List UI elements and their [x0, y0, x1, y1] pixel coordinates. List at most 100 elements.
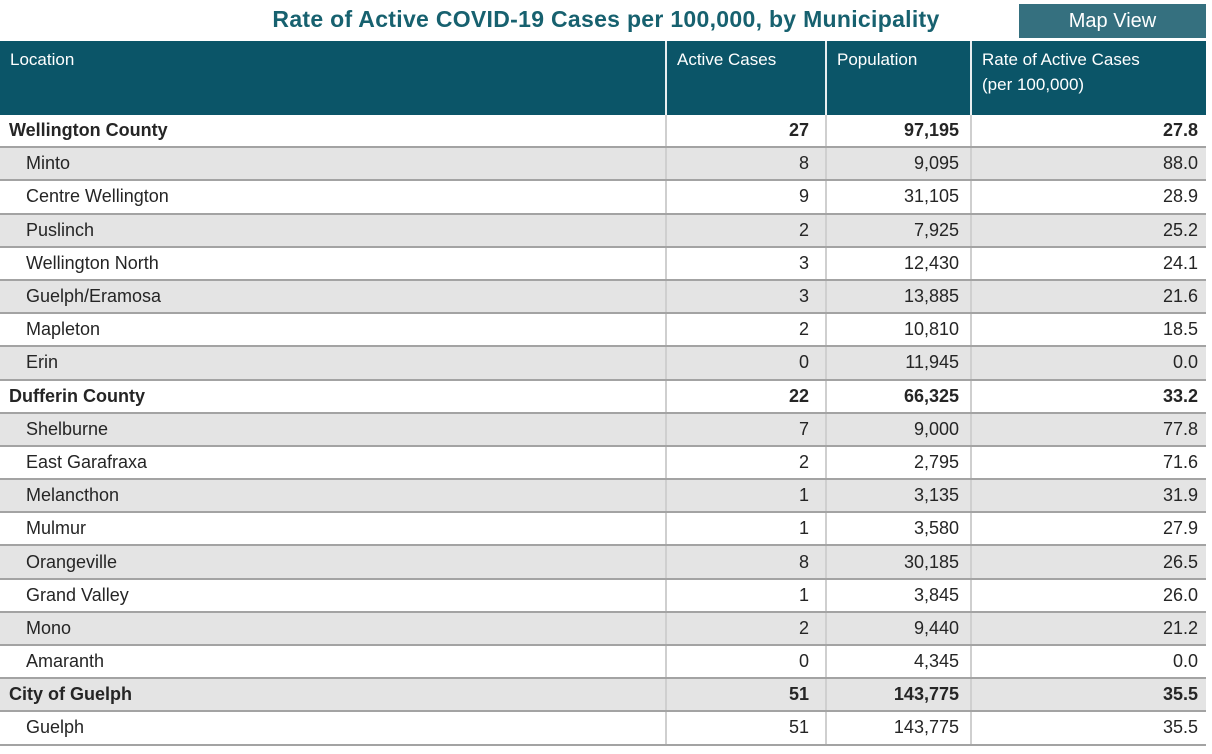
population-cell: 9,000: [825, 413, 970, 445]
population-cell: 3,845: [825, 579, 970, 611]
table-header-row: Location Active Cases Population Rate of…: [0, 41, 1206, 115]
rate-cell: 0.0: [970, 347, 1206, 379]
population-cell: 12,430: [825, 247, 970, 279]
rate-cell: 18.5: [970, 314, 1206, 346]
map-view-button[interactable]: Map View: [1019, 4, 1206, 38]
rate-cell: 26.5: [970, 546, 1206, 578]
location-cell: Mulmur: [26, 518, 87, 539]
rate-cell: 35.5: [970, 712, 1206, 744]
population-cell: 2,795: [825, 446, 970, 479]
table-row[interactable]: Mono 2 9,440 21.2: [0, 612, 1206, 646]
active-cases-cell: 0: [665, 347, 825, 379]
population-cell: 97,195: [825, 115, 970, 147]
table-row[interactable]: Dufferin County 22 66,325 33.2: [0, 380, 1206, 414]
active-cases-cell: 7: [665, 413, 825, 445]
population-cell: 143,775: [825, 679, 970, 711]
active-cases-cell: 1: [665, 480, 825, 512]
population-cell: 13,885: [825, 280, 970, 313]
table-row[interactable]: Centre Wellington 9 31,105 28.9: [0, 181, 1206, 215]
table-row[interactable]: City of Guelph 51 143,775 35.5: [0, 679, 1206, 713]
title-bar: Rate of Active COVID-19 Cases per 100,00…: [0, 0, 1212, 41]
location-cell: Mapleton: [26, 319, 101, 340]
rate-cell: 35.5: [970, 679, 1206, 711]
location-cell: Minto: [26, 153, 71, 174]
rate-cell: 33.2: [970, 380, 1206, 412]
rate-cell: 27.9: [970, 513, 1206, 545]
rate-cell: 24.1: [970, 247, 1206, 279]
column-header-active-cases[interactable]: Active Cases: [665, 41, 825, 115]
table-row[interactable]: Wellington North 3 12,430 24.1: [0, 247, 1206, 281]
active-cases-cell: 8: [665, 148, 825, 180]
rate-cell: 26.0: [970, 579, 1206, 611]
rate-cell: 88.0: [970, 148, 1206, 180]
population-cell: 3,580: [825, 513, 970, 545]
table-row[interactable]: Guelph/Eramosa 3 13,885 21.6: [0, 280, 1206, 315]
location-cell: Guelph: [26, 717, 85, 738]
population-cell: 31,105: [825, 181, 970, 213]
table-row[interactable]: Orangeville 8 30,185 26.5: [0, 546, 1206, 580]
table-row[interactable]: Shelburne 7 9,000 77.8: [0, 413, 1206, 447]
rate-cell: 21.2: [970, 612, 1206, 644]
location-cell: Shelburne: [26, 418, 109, 439]
location-cell: Mono: [26, 617, 72, 638]
rate-cell: 77.8: [970, 413, 1206, 445]
table-row[interactable]: Puslinch 2 7,925 25.2: [0, 214, 1206, 248]
covid-rate-table: Location Active Cases Population Rate of…: [0, 41, 1206, 746]
population-cell: 66,325: [825, 380, 970, 412]
table-row[interactable]: Minto 8 9,095 88.0: [0, 148, 1206, 182]
table-row[interactable]: East Garafraxa 2 2,795 71.6: [0, 446, 1206, 481]
population-cell: 7,925: [825, 214, 970, 246]
population-cell: 143,775: [825, 712, 970, 744]
location-cell: Wellington County: [9, 120, 168, 141]
active-cases-cell: 27: [665, 115, 825, 147]
location-cell: Centre Wellington: [26, 186, 169, 207]
table-row[interactable]: Melancthon 1 3,135 31.9: [0, 480, 1206, 514]
active-cases-cell: 3: [665, 247, 825, 279]
active-cases-cell: 2: [665, 612, 825, 644]
active-cases-cell: 9: [665, 181, 825, 213]
active-cases-cell: 2: [665, 446, 825, 479]
population-cell: 30,185: [825, 546, 970, 578]
location-cell: Puslinch: [26, 219, 95, 240]
rate-cell: 31.9: [970, 480, 1206, 512]
population-cell: 9,440: [825, 612, 970, 644]
active-cases-cell: 2: [665, 214, 825, 246]
table-row[interactable]: Amaranth 0 4,345 0.0: [0, 646, 1206, 680]
active-cases-cell: 2: [665, 314, 825, 346]
active-cases-cell: 51: [665, 679, 825, 711]
table-row[interactable]: Guelph 51 143,775 35.5: [0, 712, 1206, 746]
population-cell: 3,135: [825, 480, 970, 512]
active-cases-cell: 1: [665, 579, 825, 611]
rate-cell: 28.9: [970, 181, 1206, 213]
rate-cell: 25.2: [970, 214, 1206, 246]
table-row[interactable]: Grand Valley 1 3,845 26.0: [0, 579, 1206, 613]
active-cases-cell: 22: [665, 380, 825, 412]
location-cell: Grand Valley: [26, 584, 129, 605]
location-cell: Wellington North: [26, 252, 159, 273]
column-header-location[interactable]: Location: [10, 50, 75, 69]
table-row[interactable]: Wellington County 27 97,195 27.8: [0, 115, 1206, 149]
location-cell: Orangeville: [26, 551, 118, 572]
column-header-rate[interactable]: Rate of Active Cases (per 100,000): [970, 41, 1206, 115]
column-header-population[interactable]: Population: [825, 41, 970, 115]
rate-cell: 27.8: [970, 115, 1206, 147]
table-row[interactable]: Erin 0 11,945 0.0: [0, 347, 1206, 381]
population-cell: 4,345: [825, 646, 970, 678]
rate-cell: 21.6: [970, 280, 1206, 313]
active-cases-cell: 0: [665, 646, 825, 678]
location-cell: Dufferin County: [9, 385, 145, 406]
table-row[interactable]: Mulmur 1 3,580 27.9: [0, 513, 1206, 547]
rate-cell: 0.0: [970, 646, 1206, 678]
active-cases-cell: 8: [665, 546, 825, 578]
active-cases-cell: 51: [665, 712, 825, 744]
active-cases-cell: 1: [665, 513, 825, 545]
table-body: Wellington County 27 97,195 27.8 Minto 8 9,095…: [0, 115, 1206, 746]
table-row[interactable]: Mapleton 2 10,810 18.5: [0, 314, 1206, 348]
location-cell: Guelph/Eramosa: [26, 286, 162, 307]
location-cell: East Garafraxa: [26, 451, 148, 472]
population-cell: 9,095: [825, 148, 970, 180]
location-cell: City of Guelph: [9, 684, 132, 705]
population-cell: 11,945: [825, 347, 970, 379]
location-cell: Melancthon: [26, 485, 120, 506]
location-cell: Amaranth: [26, 651, 105, 672]
